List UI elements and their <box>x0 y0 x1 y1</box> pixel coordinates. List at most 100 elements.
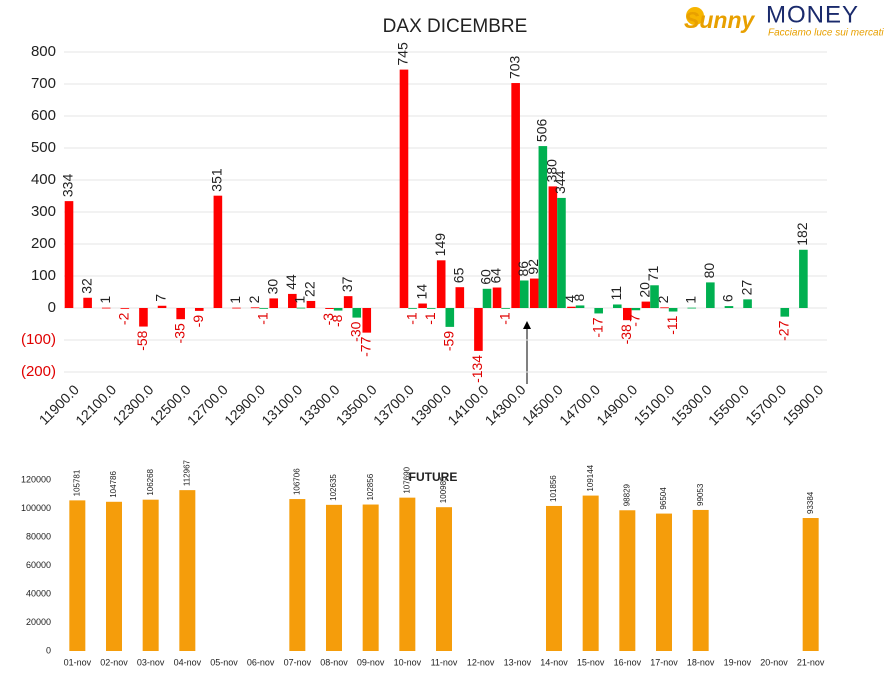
logo-brand: Sunny <box>684 7 755 33</box>
x-tick-label: 15-nov <box>577 657 605 667</box>
data-label: 107690 <box>402 466 411 493</box>
bar <box>259 308 269 309</box>
bar <box>641 301 651 308</box>
data-label: -2 <box>116 312 132 325</box>
y-tick-label: 200 <box>31 235 56 252</box>
bar <box>538 146 548 308</box>
x-tick-label: 19-nov <box>724 657 752 667</box>
bar <box>69 500 86 651</box>
data-label: 7 <box>153 294 169 302</box>
data-label: -3 <box>320 313 336 326</box>
data-label: 32 <box>78 278 94 294</box>
bar <box>436 260 446 308</box>
chart-title: DAX DICEMBRE <box>383 16 528 37</box>
bar <box>631 308 641 311</box>
bar <box>306 300 316 308</box>
x-tick-label: 04-nov <box>174 657 202 667</box>
data-label: -30 <box>347 321 363 341</box>
bar <box>139 308 148 327</box>
bar <box>250 307 260 309</box>
x-tick-label: 06-nov <box>247 657 275 667</box>
data-label: 1 <box>292 296 308 304</box>
data-label: 1 <box>227 296 243 304</box>
bar <box>557 197 566 308</box>
data-label: 96504 <box>659 487 668 510</box>
data-label: -1 <box>254 312 270 325</box>
bar <box>325 308 334 309</box>
data-label: 64 <box>488 268 504 284</box>
data-label: 60 <box>478 269 494 285</box>
y-tick-label: 20000 <box>26 617 51 627</box>
x-tick-label: 02-nov <box>100 657 128 667</box>
data-label: -58 <box>134 330 150 350</box>
y-tick-label: 100 <box>31 267 56 284</box>
bar <box>474 308 483 351</box>
x-tick-label: 17-nov <box>650 657 678 667</box>
bar <box>519 280 529 308</box>
bar <box>120 308 130 309</box>
data-label: 1 <box>97 296 113 304</box>
data-label: 27 <box>738 280 754 296</box>
bar <box>706 282 715 308</box>
y-tick-label: 60000 <box>26 560 51 570</box>
y-tick-label: 600 <box>31 107 56 124</box>
y-tick-label: 0 <box>46 645 51 655</box>
logo-sun <box>686 7 704 25</box>
bar <box>612 304 622 308</box>
bar <box>529 278 539 308</box>
bar <box>288 293 297 308</box>
data-label: 99053 <box>696 483 705 506</box>
data-label: 14 <box>413 284 429 300</box>
y-tick-label: 300 <box>31 203 56 220</box>
data-label: -35 <box>171 323 187 343</box>
data-label: -59 <box>441 331 457 351</box>
bar <box>799 249 808 308</box>
bar <box>362 504 379 651</box>
data-label: 344 <box>552 170 568 194</box>
bar <box>296 307 306 309</box>
data-label: 44 <box>283 274 299 290</box>
bar <box>352 308 362 318</box>
bar <box>64 201 74 308</box>
bar <box>594 308 603 314</box>
bar <box>326 504 342 651</box>
data-label: 182 <box>794 222 810 246</box>
data-label: 112967 <box>182 459 191 486</box>
bar <box>179 490 196 651</box>
bar <box>194 308 204 311</box>
x-tick-label: 13-nov <box>504 657 532 667</box>
data-label: 104786 <box>109 471 118 498</box>
bar <box>289 499 306 651</box>
y-tick-label: 40000 <box>26 588 51 598</box>
bar <box>650 285 659 308</box>
data-label: 745 <box>395 42 411 66</box>
x-tick-label: 01-nov <box>64 657 92 667</box>
y-tick-label: 500 <box>31 139 56 156</box>
data-label: 109144 <box>586 464 595 491</box>
y-tick-label: 700 <box>31 75 56 92</box>
logo-brand: MONEY <box>766 1 859 28</box>
arrow-head <box>523 321 531 329</box>
bar <box>333 308 343 311</box>
bar <box>668 308 678 312</box>
logo: Sunny MONEY Facciamo luce sui mercati <box>684 1 884 38</box>
bar <box>511 83 520 308</box>
data-label: 703 <box>506 55 522 79</box>
data-label: 106706 <box>292 468 301 495</box>
data-label: -8 <box>329 314 345 327</box>
data-label: 506 <box>534 119 550 143</box>
data-label: 2 <box>246 295 262 303</box>
bar <box>492 287 502 308</box>
bar <box>567 306 576 308</box>
x-tick-label: 18-nov <box>687 657 715 667</box>
bar <box>426 308 436 309</box>
bar <box>83 297 92 308</box>
x-tick-label: 12-nov <box>467 657 495 667</box>
chart-title: FUTURE <box>409 470 458 484</box>
bar <box>687 307 697 309</box>
data-label: 6 <box>720 294 736 302</box>
x-tick-label: 05-nov <box>210 657 238 667</box>
x-tick-label: 14-nov <box>540 657 568 667</box>
bar <box>445 308 455 327</box>
bar <box>548 186 558 308</box>
